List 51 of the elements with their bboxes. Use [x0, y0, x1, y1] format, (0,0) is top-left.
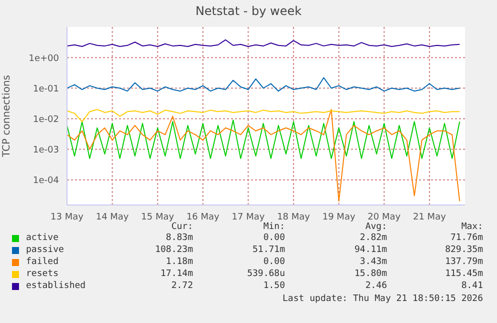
- legend-label: failed: [26, 257, 59, 268]
- text: 829.35m: [445, 245, 483, 256]
- x-tick-label: 19 May: [322, 212, 356, 222]
- text: 51.71m: [252, 245, 285, 256]
- text: 8.41: [461, 281, 483, 292]
- text: Min:: [263, 222, 285, 233]
- text: 3.43m: [360, 257, 387, 268]
- line-series: [67, 108, 460, 122]
- text: 71.76m: [450, 233, 483, 244]
- line-series: [67, 77, 460, 92]
- text: 2.46: [365, 281, 387, 292]
- x-tick-label: 16 May: [186, 212, 220, 222]
- y-tick-label: 1e-01: [33, 84, 59, 94]
- text: 8.83m: [166, 233, 193, 244]
- text: 2.72: [171, 281, 193, 292]
- text: 115.45m: [445, 269, 483, 280]
- legend-label: passive: [26, 245, 64, 256]
- x-tick-label: 18 May: [277, 212, 311, 222]
- x-tick-label: 13 May: [50, 212, 84, 222]
- y-tick-label: 1e-04: [33, 176, 60, 186]
- x-tick-label: 14 May: [96, 212, 130, 222]
- text: Max:: [461, 222, 483, 233]
- text: 94.11m: [354, 245, 387, 256]
- x-tick-label: 15 May: [141, 212, 175, 222]
- y-tick-label: 1e-03: [33, 145, 59, 156]
- text: 108.23m: [155, 245, 193, 256]
- x-tick-label: 17 May: [232, 212, 266, 222]
- text: 2.82m: [360, 233, 387, 244]
- text: 17.14m: [160, 269, 193, 280]
- text: 1.18m: [166, 257, 193, 268]
- line-series: [67, 108, 460, 202]
- line-series: [67, 120, 460, 159]
- legend-label: resets: [26, 269, 59, 280]
- x-tick-label: 21 May: [412, 212, 447, 222]
- text: 539.68u: [247, 269, 285, 280]
- y-axis-title: TCP connections: [2, 74, 13, 158]
- x-tick-label: 20 May: [368, 212, 402, 222]
- y-tick-label: 1e+00: [28, 54, 60, 64]
- line-series: [67, 39, 460, 48]
- text: 1.50: [263, 281, 285, 292]
- text: 15.80m: [354, 269, 387, 280]
- y-tick-label: 1e-02: [33, 114, 59, 125]
- text: Last update: Thu May 21 18:50:15 2026: [282, 294, 483, 305]
- text: Cur:: [171, 222, 193, 233]
- legend-label: established: [26, 281, 86, 292]
- chart-title: Netstat - by week: [194, 4, 303, 18]
- text: 137.79m: [445, 257, 483, 268]
- text: Avg:: [365, 222, 387, 233]
- text: 0.00: [263, 233, 285, 244]
- legend-label: active: [26, 233, 59, 244]
- text: 0.00: [263, 257, 285, 268]
